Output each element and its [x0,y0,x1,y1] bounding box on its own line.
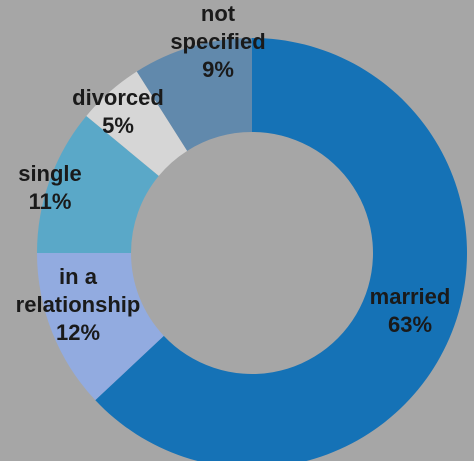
slice-label-single: single 11% [18,161,82,214]
slice-label-in-a-relationship: in a relationship 12% [16,264,141,345]
donut-slice-divorced [86,71,188,176]
donut-slice-single [37,115,159,253]
slice-label-divorced: divorced 5% [72,85,164,138]
slice-label-married: married 63% [370,284,451,337]
donut-slice-in-a-relationship [37,253,164,401]
donut-slice-not-specified [136,38,252,151]
donut-slice-married [95,38,467,461]
slice-label-not-specified: not specified 9% [170,1,265,82]
